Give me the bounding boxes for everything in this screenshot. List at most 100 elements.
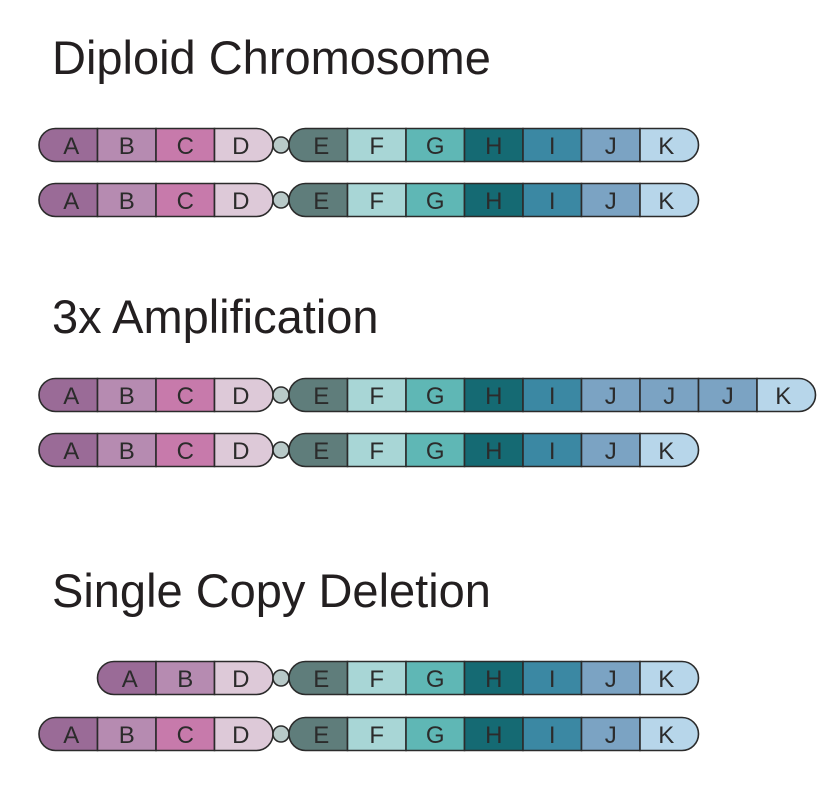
section-title-diploid: Diploid Chromosome <box>52 31 491 84</box>
band-shape <box>639 432 700 468</box>
band-shape <box>96 660 157 696</box>
chromosome-1-1: A B C D E F G H I J K <box>38 432 700 468</box>
q-arm-band-g: G <box>405 716 466 752</box>
p-arm-band-d: D <box>213 432 274 468</box>
band-label: K <box>658 133 674 160</box>
q-arm-band-g: G <box>405 127 466 163</box>
q-arm-band-k: K <box>756 377 817 413</box>
chromosome-2-1: A B C D E F G H I J K <box>38 716 700 752</box>
q-arm-band-i: I <box>522 660 583 696</box>
band-label: I <box>549 722 556 749</box>
p-arm-band-a: A <box>38 377 99 413</box>
p-arm-band-d: D <box>213 182 274 218</box>
band-label: A <box>63 188 79 215</box>
band-label: K <box>658 438 674 465</box>
centromere <box>272 136 290 154</box>
q-arm-band-i: I <box>522 432 583 468</box>
band-label: I <box>549 383 556 410</box>
p-arm-band-c: C <box>155 377 216 413</box>
band-label: A <box>63 438 79 465</box>
band-label: D <box>232 133 249 160</box>
band-label: H <box>485 383 502 410</box>
band-shape <box>639 716 700 752</box>
band-label: D <box>232 383 249 410</box>
p-arm-band-d: D <box>213 127 274 163</box>
p-arm-band-c: C <box>155 127 216 163</box>
centromere <box>272 669 290 687</box>
p-arm-band-b: B <box>96 182 157 218</box>
q-arm-band-j: J <box>580 182 641 218</box>
band-label: I <box>549 133 556 160</box>
q-arm-band-g: G <box>405 377 466 413</box>
q-arm-band-k: K <box>639 432 700 468</box>
band-label: B <box>119 722 135 749</box>
q-arm-band-f: F <box>346 127 407 163</box>
q-arm-band-k: K <box>639 660 700 696</box>
p-arm-band-a: A <box>38 432 99 468</box>
band-label: F <box>369 133 384 160</box>
band-label: F <box>369 722 384 749</box>
band-shape <box>288 660 349 696</box>
q-arm-band-g: G <box>405 182 466 218</box>
p-arm-band-c: C <box>155 182 216 218</box>
chromosome-0-1: A B C D E F G H I J K <box>38 182 700 218</box>
band-shape <box>288 432 349 468</box>
band-shape <box>38 432 99 468</box>
q-arm-band-e: E <box>288 716 349 752</box>
band-shape <box>288 127 349 163</box>
q-arm-band-i: I <box>522 377 583 413</box>
q-arm-band-f: F <box>346 377 407 413</box>
band-label: H <box>485 722 502 749</box>
q-arm-band-g: G <box>405 432 466 468</box>
band-label: K <box>658 722 674 749</box>
centromere <box>272 386 290 404</box>
band-label: D <box>232 188 249 215</box>
band-label: G <box>426 188 445 215</box>
band-label: B <box>119 438 135 465</box>
q-arm-band-h: H <box>463 182 524 218</box>
q-arm-band-e: E <box>288 377 349 413</box>
band-label: F <box>369 666 384 693</box>
band-label: B <box>119 133 135 160</box>
band-shape <box>639 182 700 218</box>
q-arm-band-i: I <box>522 716 583 752</box>
band-label: E <box>313 133 329 160</box>
band-label: G <box>426 133 445 160</box>
band-label: F <box>369 383 384 410</box>
band-shape <box>288 716 349 752</box>
band-label: E <box>313 438 329 465</box>
band-label: A <box>122 666 138 693</box>
p-arm-band-b: B <box>96 127 157 163</box>
centromere <box>272 191 290 209</box>
band-label: E <box>313 383 329 410</box>
band-label: C <box>177 188 194 215</box>
p-arm-band-a: A <box>38 127 99 163</box>
band-label: H <box>485 133 502 160</box>
band-shape <box>38 127 99 163</box>
section-title-amplification: 3x Amplification <box>52 290 379 343</box>
band-label: C <box>177 383 194 410</box>
band-label: B <box>177 666 193 693</box>
centromere <box>272 441 290 459</box>
band-shape <box>38 182 99 218</box>
band-shape <box>639 660 700 696</box>
p-arm-band-d: D <box>213 660 274 696</box>
q-arm-band-j: J <box>580 660 641 696</box>
q-arm-band-j: J <box>580 716 641 752</box>
band-label: G <box>426 438 445 465</box>
band-label: C <box>177 133 194 160</box>
band-label: I <box>549 666 556 693</box>
p-arm-band-a: A <box>38 716 99 752</box>
band-label: E <box>313 666 329 693</box>
band-label: G <box>426 666 445 693</box>
q-arm-band-e: E <box>288 182 349 218</box>
band-label: J <box>722 383 734 410</box>
q-arm-band-k: K <box>639 182 700 218</box>
q-arm-band-f: F <box>346 716 407 752</box>
band-shape <box>288 182 349 218</box>
band-label: H <box>485 438 502 465</box>
band-label: J <box>605 438 617 465</box>
band-label: K <box>775 383 791 410</box>
p-arm-band-c: C <box>155 432 216 468</box>
